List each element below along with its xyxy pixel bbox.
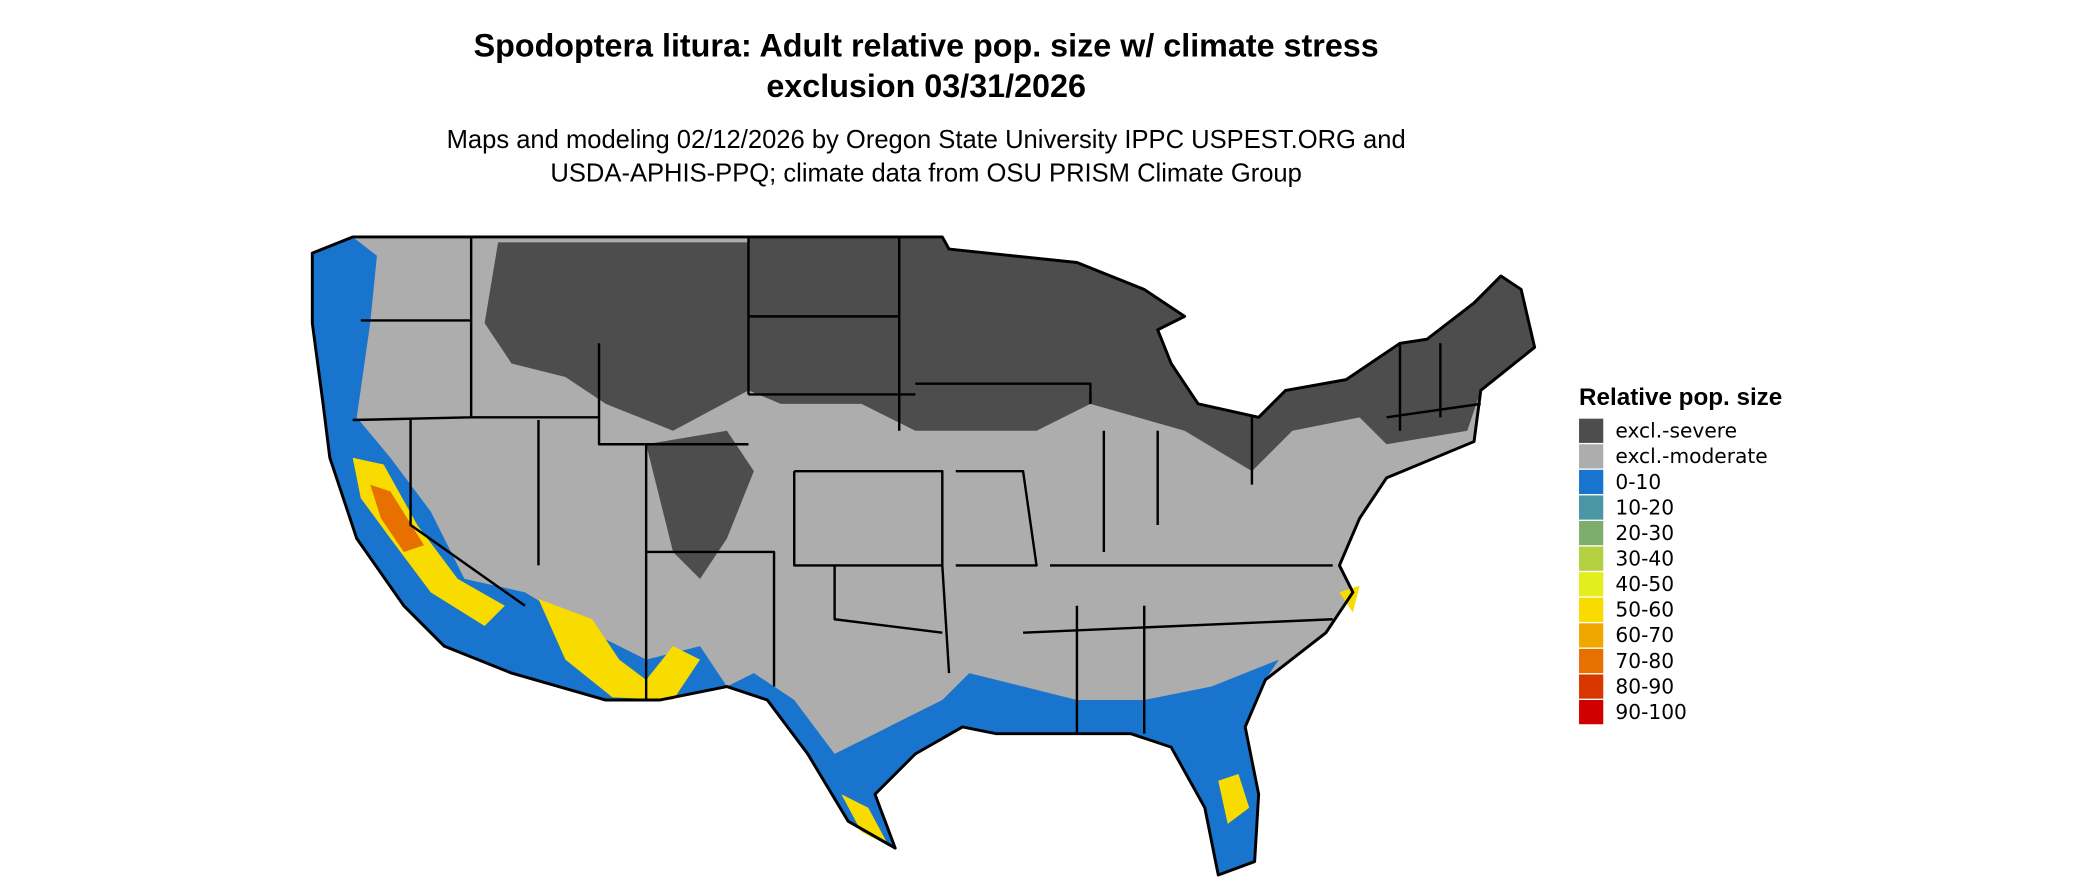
legend-swatch: [1579, 495, 1604, 520]
legend-swatch: [1579, 623, 1604, 648]
region-high: [1218, 774, 1250, 824]
legend-label: 80-90: [1615, 674, 1674, 698]
legend-label: 70-80: [1615, 649, 1674, 673]
legend-title: Relative pop. size: [1579, 384, 1782, 411]
legend-label: 10-20: [1615, 495, 1674, 519]
legend-label: excl.-moderate: [1615, 444, 1767, 468]
legend-label: 0-10: [1615, 470, 1661, 494]
legend-label: 90-100: [1615, 700, 1687, 724]
legend-swatch: [1579, 597, 1604, 622]
region-high: [538, 599, 700, 701]
region-high: [841, 794, 889, 846]
region-severe: [748, 236, 1535, 472]
legend-swatch: [1579, 444, 1604, 469]
subtitle-line: USDA-APHIS-PPQ; climate data from OSU PR…: [550, 160, 1301, 188]
legend-swatch: [1579, 674, 1604, 699]
legend-swatch: [1579, 469, 1604, 495]
region-severe: [646, 430, 754, 579]
legend-swatch: [1579, 520, 1604, 546]
region-low: [312, 236, 727, 701]
legend-swatch: [1579, 572, 1604, 597]
legend-label: 50-60: [1615, 598, 1674, 622]
legend-label: excl.-severe: [1615, 419, 1737, 443]
legend: Relative pop. size excl.-severeexcl.-mod…: [1579, 384, 1782, 725]
legend-swatch: [1579, 700, 1604, 725]
title-line: Spodoptera litura: Adult relative pop. s…: [474, 28, 1379, 64]
state-borders: [352, 236, 1481, 734]
legend-swatch: [1579, 648, 1604, 674]
subtitle-line: Maps and modeling 02/12/2026 by Oregon S…: [447, 126, 1406, 154]
region-high: [370, 484, 425, 552]
legend-swatch: [1579, 418, 1604, 443]
us-map: [310, 235, 1537, 877]
country-border: [310, 235, 1537, 877]
legend-label: 40-50: [1615, 572, 1674, 596]
legend-label: 60-70: [1615, 623, 1674, 647]
legend-label: 30-40: [1615, 547, 1674, 571]
title-line: exclusion 03/31/2026: [766, 68, 1086, 104]
region-severe: [484, 242, 749, 431]
legend-swatch: [1579, 546, 1604, 571]
legend-label: 20-30: [1615, 521, 1674, 545]
